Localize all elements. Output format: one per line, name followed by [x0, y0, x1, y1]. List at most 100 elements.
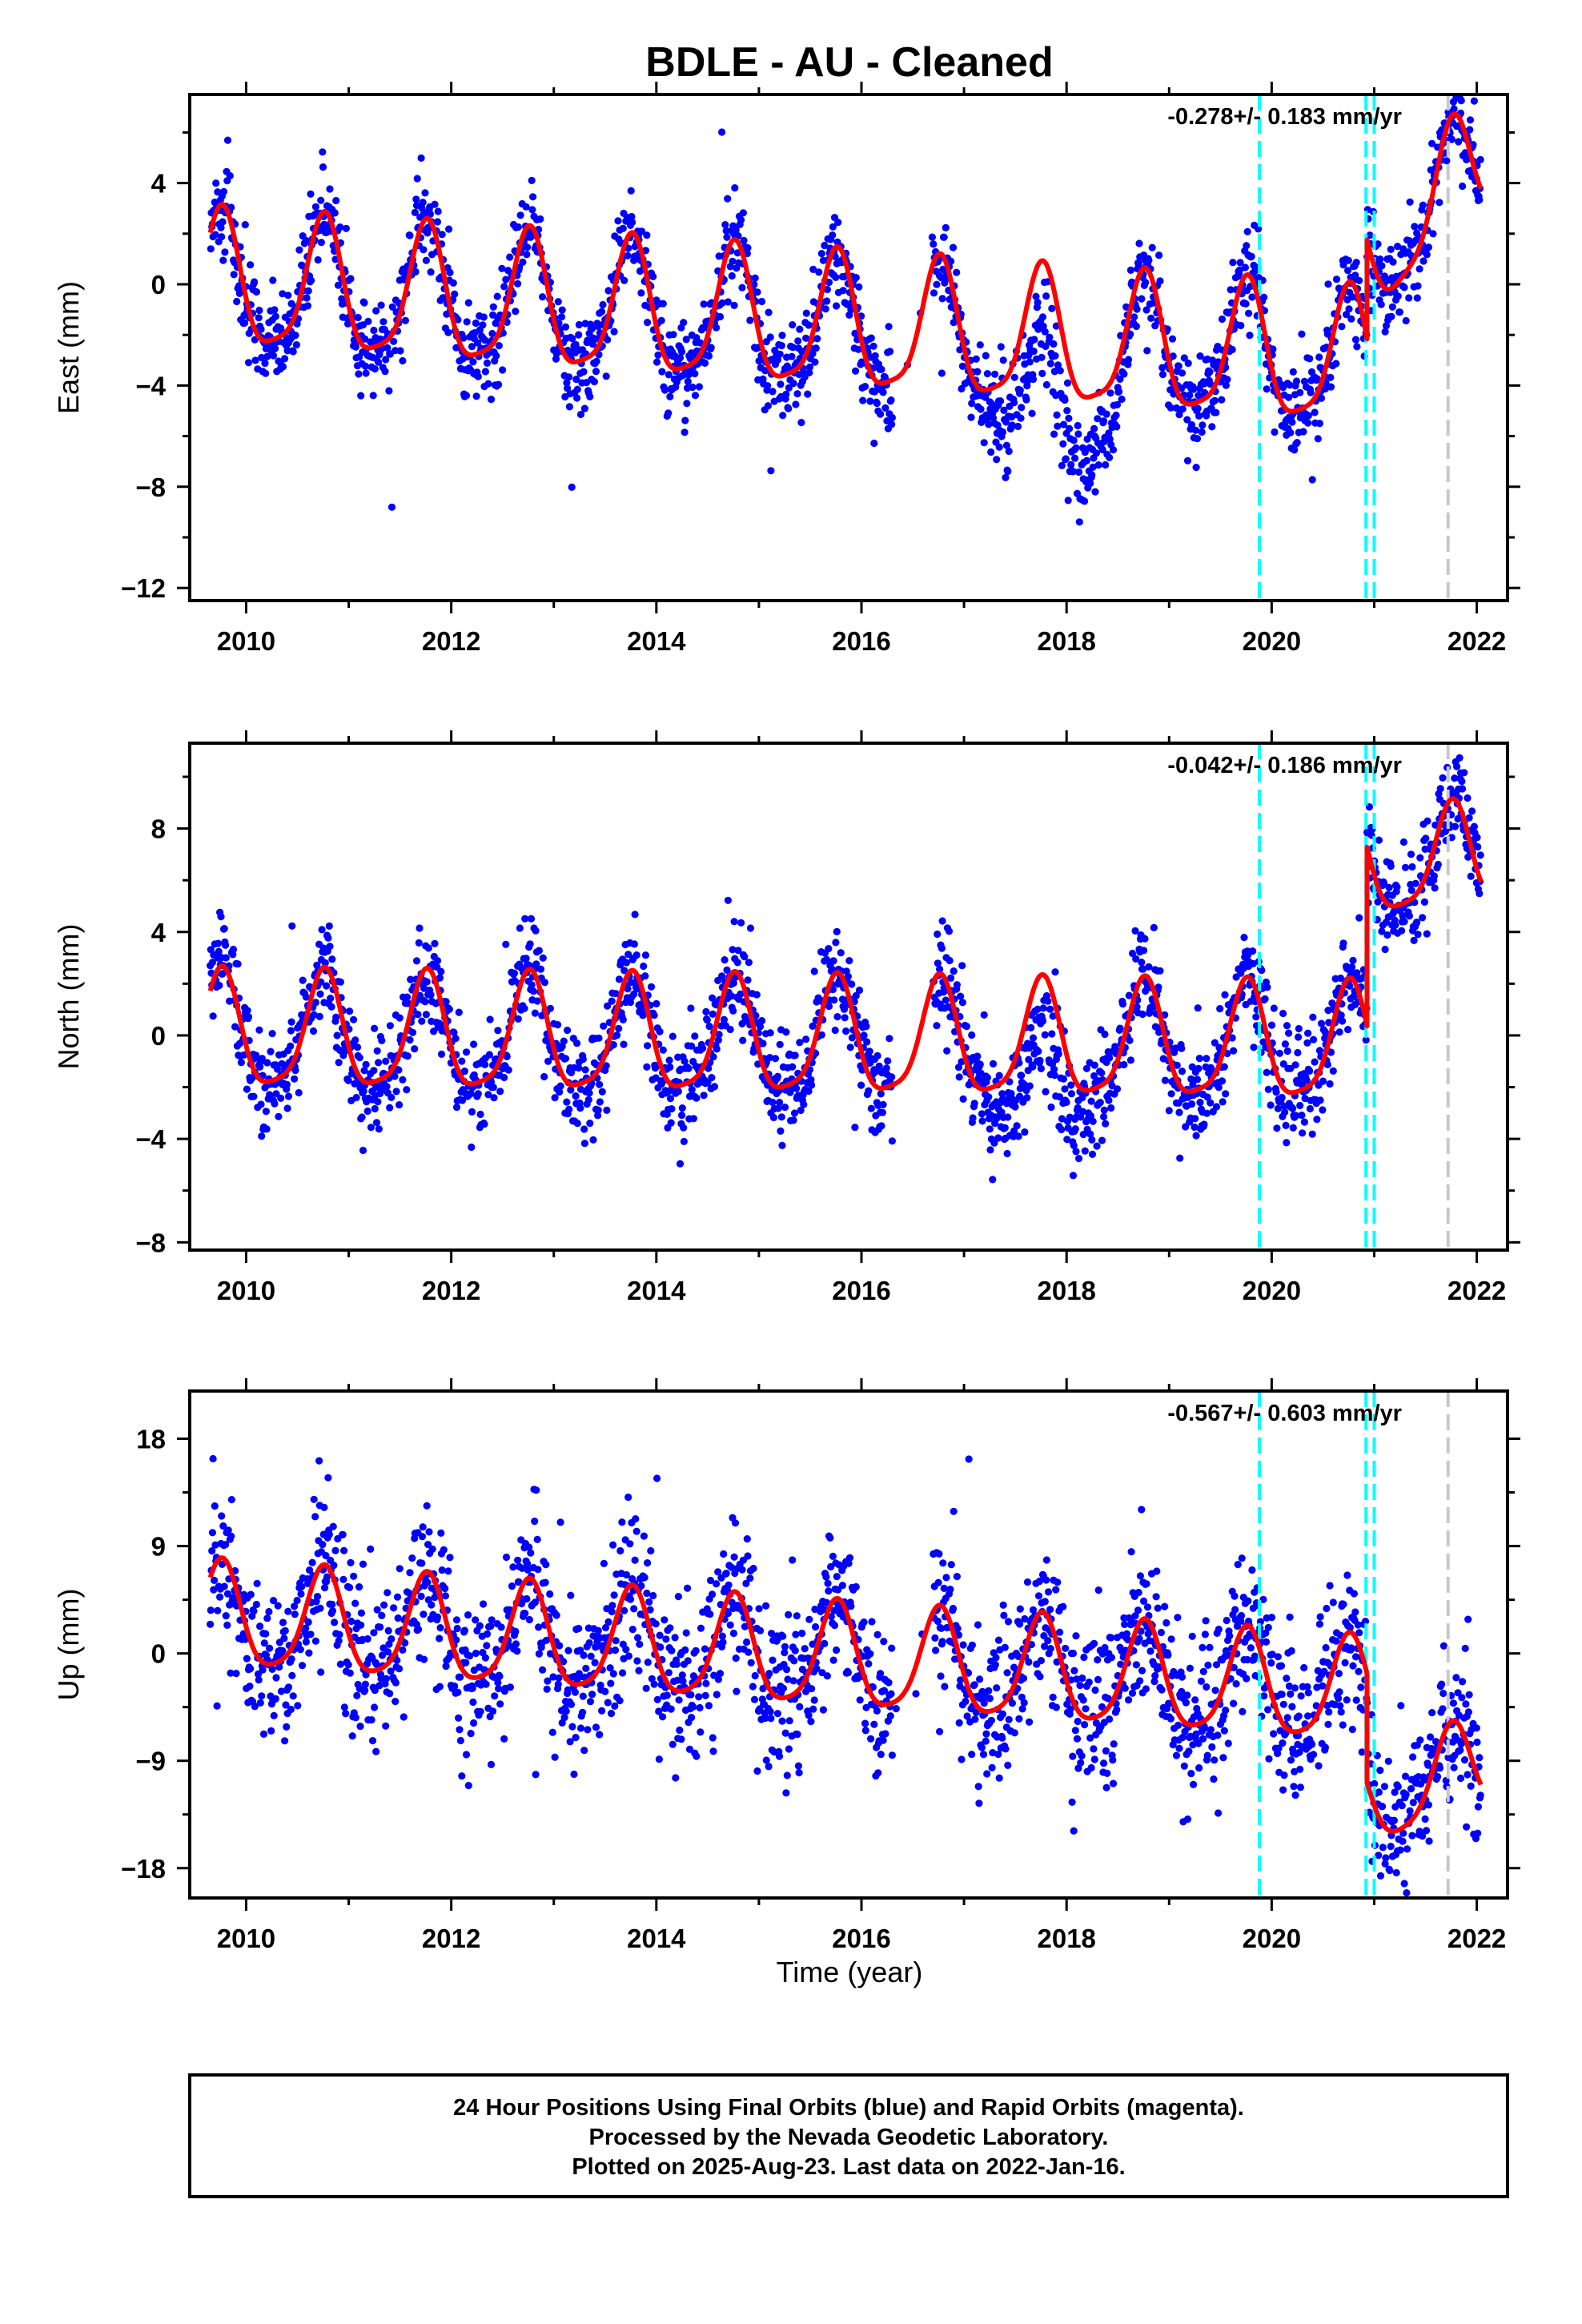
data-point	[1332, 275, 1341, 283]
data-point	[483, 359, 492, 367]
data-point	[462, 1751, 471, 1759]
data-point	[528, 206, 536, 214]
data-point	[643, 231, 651, 239]
data-point	[596, 1080, 604, 1088]
data-point	[1374, 240, 1382, 248]
data-point	[415, 1626, 423, 1634]
data-point	[1082, 456, 1090, 464]
data-point	[1116, 1024, 1124, 1032]
data-point	[1120, 370, 1128, 378]
data-point	[458, 1057, 466, 1065]
data-point	[1191, 1115, 1199, 1123]
data-point	[364, 317, 372, 325]
data-point	[1355, 276, 1363, 284]
data-point	[1036, 1056, 1044, 1064]
data-point	[1106, 435, 1114, 444]
data-point	[1319, 1077, 1327, 1085]
data-point	[415, 939, 423, 947]
data-point	[469, 1698, 477, 1707]
data-point	[379, 318, 387, 326]
data-point	[512, 308, 520, 316]
data-point	[857, 1081, 865, 1089]
data-point	[304, 1618, 312, 1626]
data-point	[554, 1680, 562, 1688]
data-point	[302, 236, 310, 245]
data-point	[1317, 394, 1326, 402]
data-point	[1166, 404, 1174, 412]
data-point	[414, 1011, 422, 1019]
data-point	[665, 409, 673, 417]
data-point	[486, 1015, 494, 1023]
data-point	[355, 1054, 363, 1062]
data-point	[962, 1023, 970, 1031]
data-point	[416, 924, 424, 932]
data-point	[1053, 411, 1061, 419]
data-point	[321, 1584, 329, 1592]
data-point	[789, 1063, 797, 1071]
data-point	[456, 1673, 464, 1681]
data-point	[1375, 836, 1383, 844]
data-point	[767, 467, 775, 475]
data-point	[370, 326, 378, 335]
data-point	[994, 1134, 1002, 1142]
data-point	[359, 1088, 367, 1096]
data-point	[340, 1703, 348, 1711]
data-point	[713, 1045, 721, 1053]
data-point	[1008, 421, 1016, 429]
data-point	[879, 1100, 887, 1108]
data-point	[500, 1073, 508, 1082]
data-point	[1148, 243, 1156, 251]
data-point	[885, 323, 893, 331]
data-point	[933, 280, 941, 288]
data-point	[764, 402, 773, 410]
data-point	[1014, 1132, 1022, 1140]
data-point	[637, 289, 645, 297]
data-point	[1316, 1096, 1324, 1104]
data-point	[237, 1059, 245, 1067]
data-point	[483, 1630, 492, 1638]
data-point	[358, 1113, 366, 1121]
north-rate-label: -0.042+/- 0.186 mm/yr	[1167, 753, 1402, 778]
data-point	[212, 179, 220, 187]
data-point	[628, 218, 636, 227]
data-point	[599, 300, 607, 309]
data-point	[331, 1618, 339, 1626]
data-point	[1270, 1004, 1278, 1012]
data-point	[454, 316, 462, 324]
data-point	[347, 275, 355, 283]
data-point	[793, 390, 801, 398]
data-point	[1098, 1136, 1106, 1144]
data-point	[1200, 1120, 1208, 1128]
data-point	[449, 279, 457, 287]
data-point	[1195, 1055, 1203, 1063]
data-point	[211, 231, 219, 239]
data-point	[1429, 230, 1437, 238]
data-point	[500, 1735, 508, 1743]
data-point	[419, 1523, 427, 1531]
data-point	[1473, 834, 1481, 842]
data-point	[431, 200, 439, 208]
data-point	[634, 1634, 642, 1642]
data-point	[729, 1007, 737, 1015]
data-point	[474, 1090, 482, 1098]
data-point	[472, 392, 480, 400]
data-point	[678, 1104, 686, 1112]
data-point	[479, 321, 487, 329]
data-point	[1249, 947, 1257, 955]
data-point	[950, 967, 958, 975]
data-point	[945, 927, 954, 935]
data-point	[487, 1760, 496, 1768]
data-point	[1098, 1069, 1106, 1077]
data-point	[1010, 373, 1018, 381]
data-point	[1299, 1129, 1307, 1137]
data-point	[581, 1066, 589, 1074]
data-point	[367, 1716, 375, 1724]
data-point	[484, 380, 492, 388]
x-tick-label: 2020	[1243, 626, 1301, 656]
data-point	[1222, 381, 1230, 389]
data-point	[1126, 1036, 1134, 1044]
data-point	[805, 321, 813, 329]
data-point	[351, 1599, 359, 1607]
data-point	[496, 1672, 504, 1680]
data-point	[724, 195, 732, 203]
